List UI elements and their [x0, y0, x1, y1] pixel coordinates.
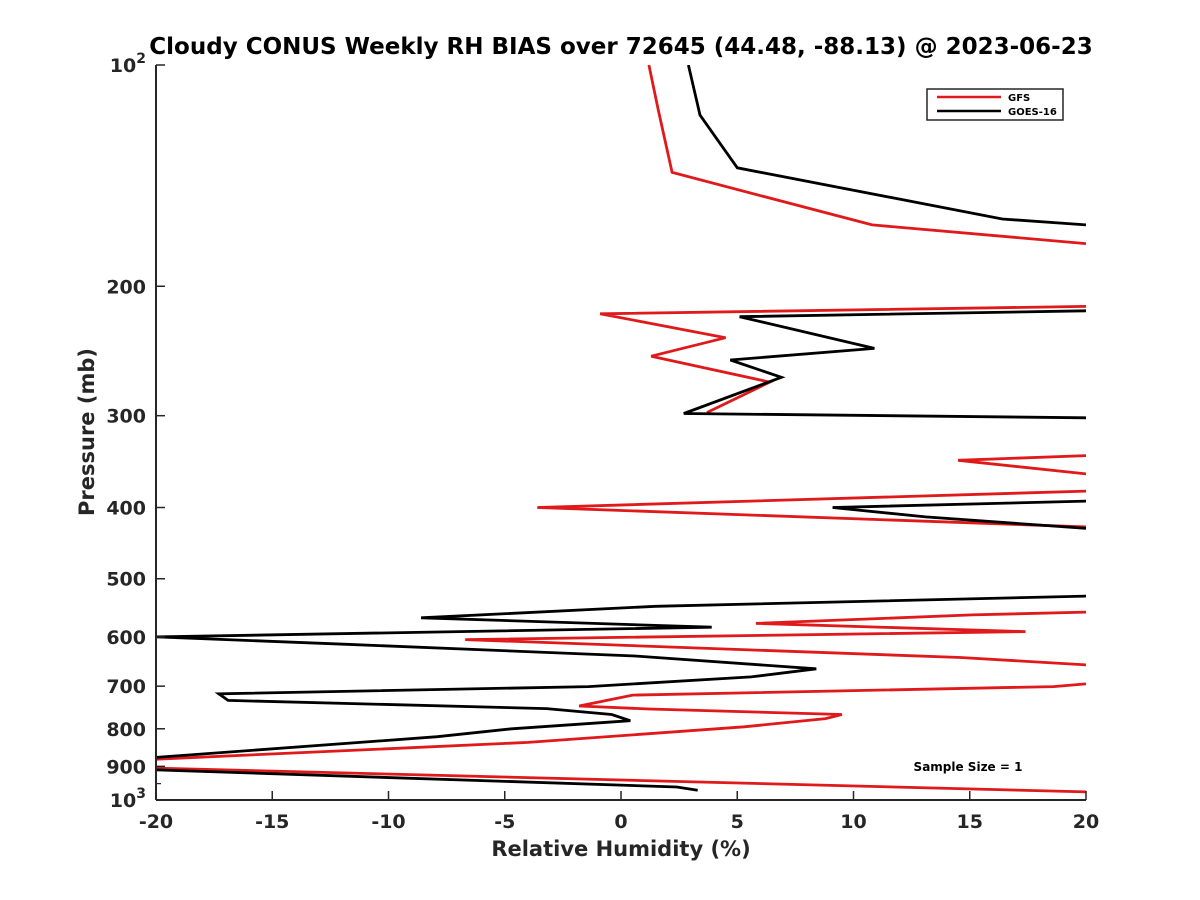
sample-size-annotation: Sample Size = 1 — [914, 760, 1023, 774]
legend-label-gfs: GFS — [1008, 93, 1030, 104]
y-axis-title: Pressure (mb) — [75, 348, 99, 516]
x-tick-label: 20 — [1073, 811, 1099, 833]
x-tick-label: 10 — [840, 811, 866, 833]
y-tick-label: 103 — [110, 786, 146, 812]
x-tick-label: -20 — [139, 811, 173, 833]
chart-title: Cloudy CONUS Weekly RH BIAS over 72645 (… — [149, 34, 1092, 60]
series-line-goes-16 — [156, 65, 1086, 792]
x-tick-label: 0 — [614, 811, 627, 833]
y-ticks: 102 200 300 400 500 600 700 800 900 103 — [106, 51, 165, 812]
x-tick-label: -15 — [255, 811, 289, 833]
legend-box — [926, 88, 1064, 121]
x-tick-label: -5 — [494, 811, 515, 833]
y-tick-label: 200 — [106, 276, 146, 298]
y-tick-label: 102 — [110, 51, 146, 77]
y-tick-label: 600 — [106, 627, 146, 649]
x-axis-title: Relative Humidity (%) — [491, 837, 750, 861]
y-tick-label: 700 — [106, 676, 146, 698]
series-layer — [156, 65, 1086, 794]
y-tick-label: 400 — [106, 498, 146, 520]
y-tick-label: 300 — [106, 406, 146, 428]
y-tick-label: 500 — [106, 569, 146, 591]
y-tick-label: 800 — [106, 719, 146, 741]
x-tick-label: 15 — [957, 811, 983, 833]
x-tick-label: 5 — [731, 811, 744, 833]
series-line-gfs — [156, 65, 1086, 794]
legend-label-goes16: GOES-16 — [1008, 107, 1057, 118]
x-ticks: -20 -15 -10 -5 0 5 10 15 20 — [139, 791, 1099, 833]
y-tick-label: 900 — [106, 756, 146, 778]
x-tick-label: -10 — [371, 811, 405, 833]
legend: GFS GOES-16 — [926, 88, 1064, 121]
